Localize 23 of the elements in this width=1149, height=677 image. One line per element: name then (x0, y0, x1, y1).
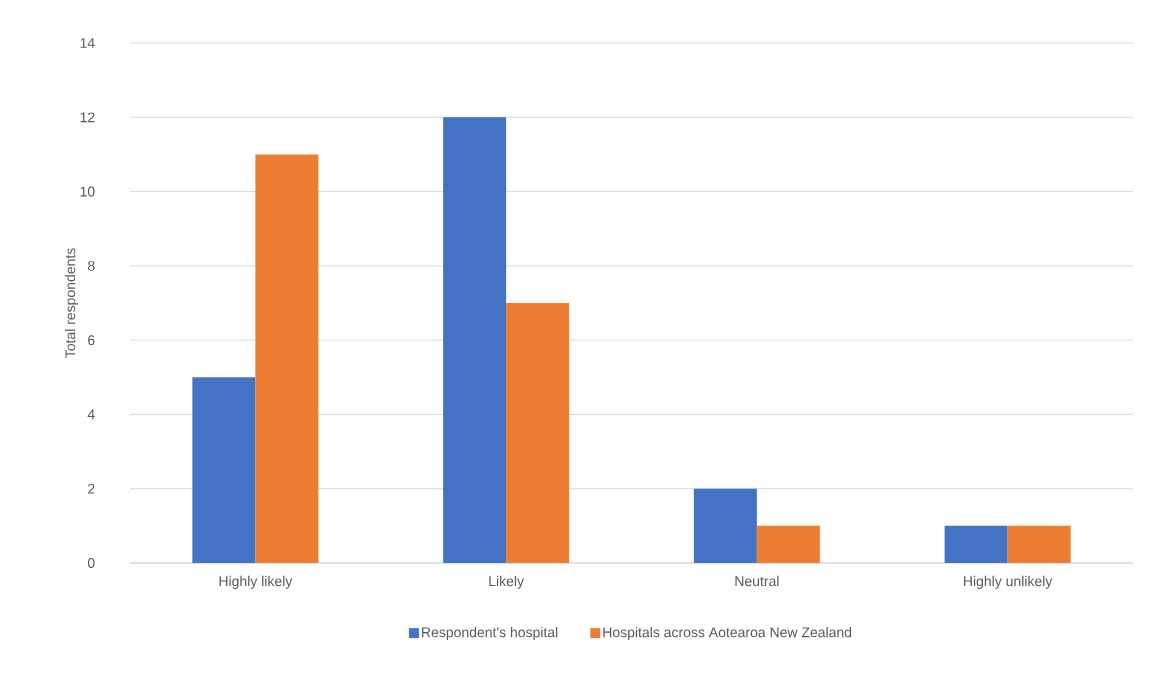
y-tick-label: 12 (80, 112, 95, 123)
bar (255, 154, 319, 563)
y-axis-title: Total respondents (64, 248, 79, 358)
y-tick-label: 4 (87, 409, 95, 420)
x-tick-label: Highly unlikely (964, 575, 1053, 589)
bar (693, 488, 757, 563)
bar (944, 525, 1008, 563)
x-tick-label: Likely (489, 575, 524, 589)
bar (192, 377, 256, 563)
y-tick-label: 14 (80, 38, 95, 48)
y-tick-label: 2 (88, 483, 95, 494)
y-tick-label: 0 (87, 558, 95, 568)
x-tick-label: Highly likely (219, 575, 293, 589)
y-tick-label: 6 (88, 335, 95, 346)
bar (443, 117, 507, 563)
legend-label: Respondent's hospital (422, 626, 558, 641)
y-tick-label: 8 (87, 260, 95, 271)
bar (1007, 525, 1071, 563)
y-tick-label: 10 (80, 186, 95, 197)
x-tick-label: Neutral (735, 575, 779, 587)
legend-label: Hospitals across Aotearoa New Zealand (603, 626, 852, 641)
bar (506, 302, 570, 563)
bar (756, 525, 820, 563)
